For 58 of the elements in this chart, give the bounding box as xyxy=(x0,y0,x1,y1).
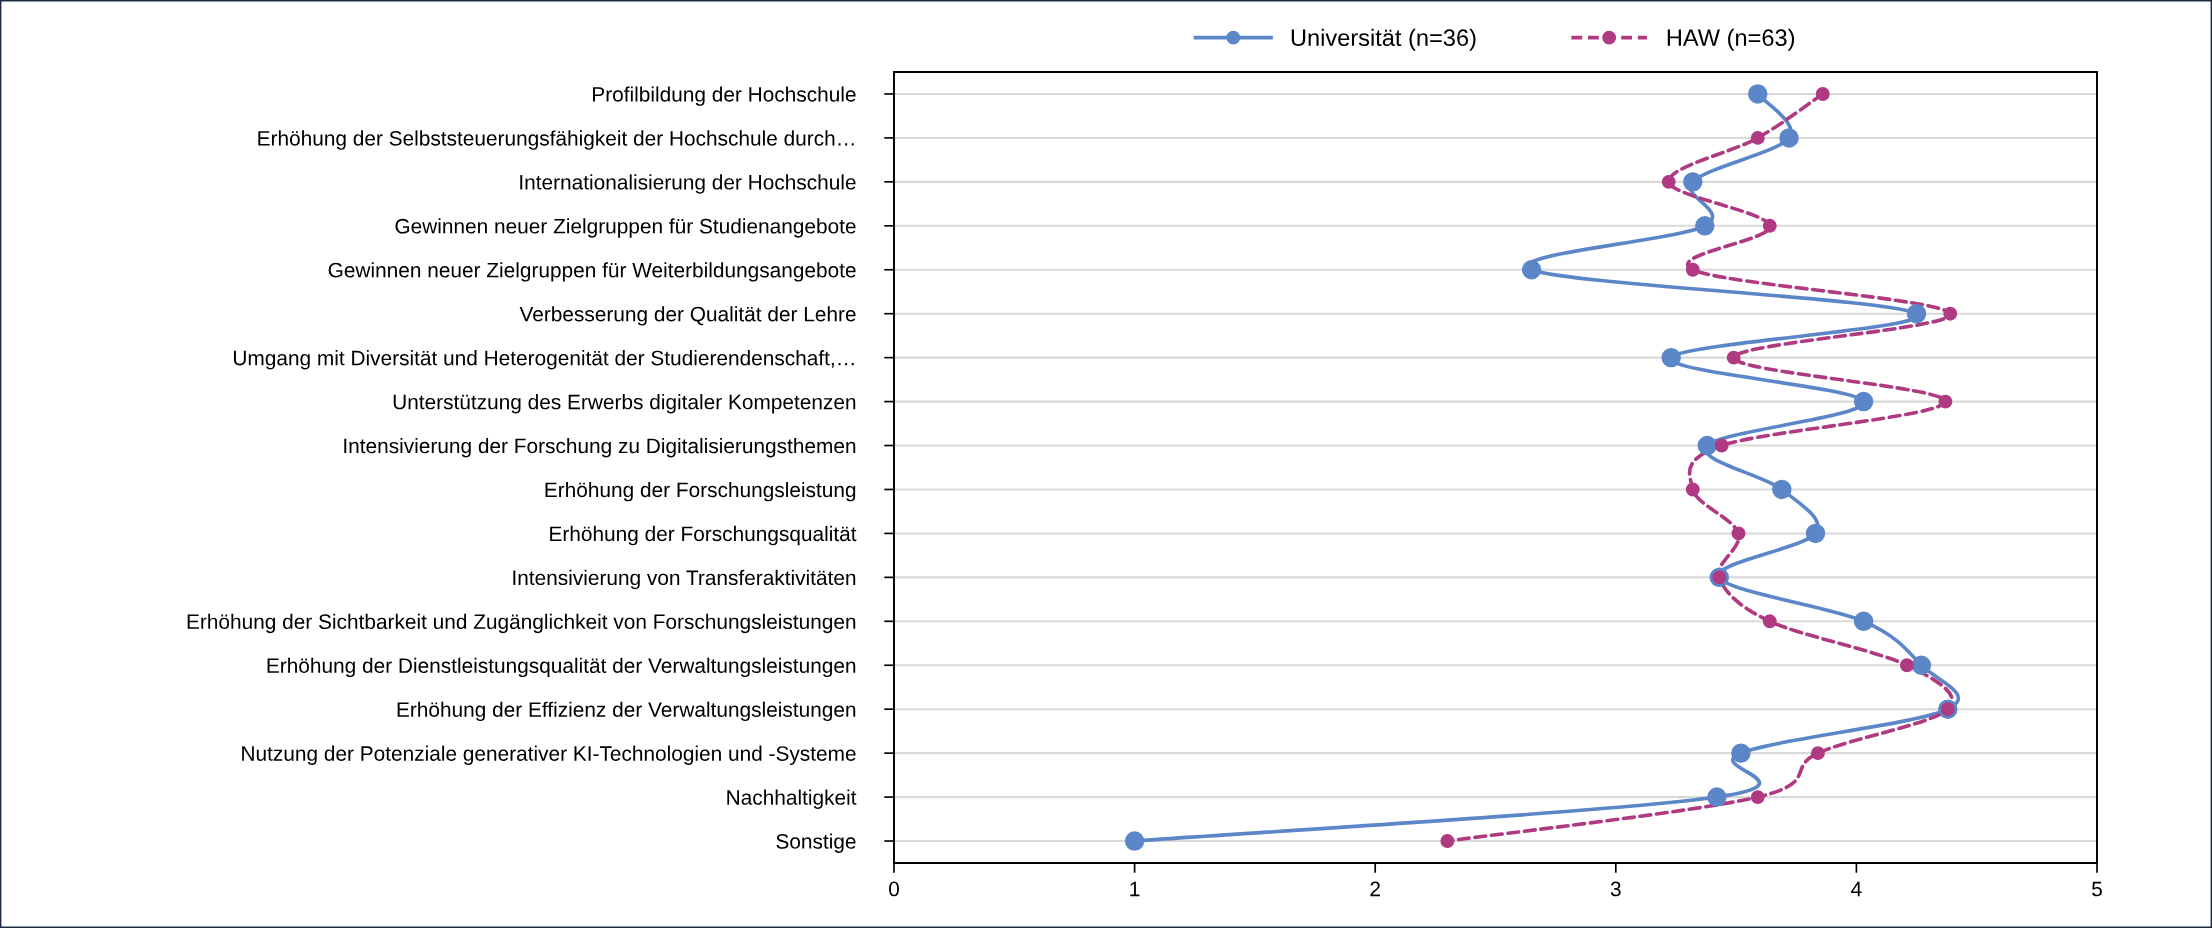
y-tick-label: Erhöhung der Effizienz der Verwaltungsleistungen xyxy=(397,701,856,722)
y-tick-label: Unterstützung des Erwerbs digitaler Kompetenzen xyxy=(393,394,856,414)
point xyxy=(1731,743,1751,763)
x-tick-label: 3 xyxy=(1610,881,1621,897)
point xyxy=(1521,260,1542,280)
point xyxy=(1805,523,1826,544)
point xyxy=(1779,128,1799,148)
point xyxy=(1714,438,1729,453)
legend-label: Universität (n=36) xyxy=(1291,28,1476,51)
y-tick-label: Erhöhung der Dienstleistungsqualität der Verwaltungsleistungen xyxy=(267,657,856,678)
point xyxy=(1815,87,1830,101)
x-tick-label: 5 xyxy=(2092,881,2102,897)
point xyxy=(1853,611,1874,632)
y-tick-label: Internationalisierung der Hochschule xyxy=(520,174,856,194)
point xyxy=(1661,174,1676,189)
point xyxy=(1685,482,1700,497)
x-tick-label: 2 xyxy=(1370,881,1380,897)
point xyxy=(1707,787,1727,807)
point xyxy=(1124,831,1145,851)
x-tick-label: 1 xyxy=(1130,881,1140,897)
point xyxy=(1911,655,1932,675)
point xyxy=(1440,834,1455,848)
point xyxy=(1750,130,1765,145)
y-tick-label: Nutzung der Potenziale generativer KI-Technologien und -Systeme xyxy=(242,745,856,766)
point xyxy=(1726,350,1741,365)
point xyxy=(1748,84,1768,104)
y-tick-label: Profilbildung der Hochschule xyxy=(593,86,856,106)
point xyxy=(1906,303,1927,324)
y-tick-label: Nachhaltigkeit xyxy=(727,789,857,809)
point xyxy=(1762,218,1777,233)
point xyxy=(1685,262,1700,277)
point xyxy=(1731,526,1746,541)
point xyxy=(1938,394,1953,409)
point xyxy=(1772,479,1792,500)
y-tick-label: Erhöhung der Selbststeuerungsfähigkeit der Hochschule durch… xyxy=(258,130,854,150)
y-tick-label: Gewinnen neuer Zielgruppen für Weiterbildungsangebote xyxy=(328,262,856,282)
point xyxy=(1695,216,1715,236)
y-tick-label: Erhöhung der Forschungsqualität xyxy=(550,525,857,546)
point xyxy=(1762,614,1777,629)
point xyxy=(1683,172,1703,192)
point xyxy=(1853,391,1874,412)
point xyxy=(1899,658,1914,673)
y-tick-label: Intensivierung von Transferaktivitäten xyxy=(513,569,856,590)
y-tick-label: Sonstige xyxy=(776,833,856,853)
point xyxy=(1943,306,1958,321)
y-tick-label: Erhöhung der Forschungsleistung xyxy=(545,481,856,502)
point xyxy=(1750,790,1765,805)
y-tick-label: Umgang mit Diversität und Heterogenität der Studierendenschaft,… xyxy=(233,350,854,370)
point xyxy=(1661,347,1681,368)
y-tick-label: Verbesserung der Qualität der Lehre xyxy=(519,306,856,326)
y-tick-label: Erhöhung der Sichtbarkeit und Zugänglichkeit von Forschungsleistungen xyxy=(187,613,856,634)
point xyxy=(1697,435,1717,456)
x-tick-label: 4 xyxy=(1851,881,1862,897)
legend-label: HAW (n=63) xyxy=(1667,28,1795,51)
point xyxy=(1810,746,1825,761)
x-tick-label: 0 xyxy=(889,881,899,897)
y-tick-label: Intensivierung der Forschung zu Digitalisierungsthemen xyxy=(344,437,856,458)
y-tick-label: Gewinnen neuer Zielgruppen für Studienangebote xyxy=(395,218,856,238)
